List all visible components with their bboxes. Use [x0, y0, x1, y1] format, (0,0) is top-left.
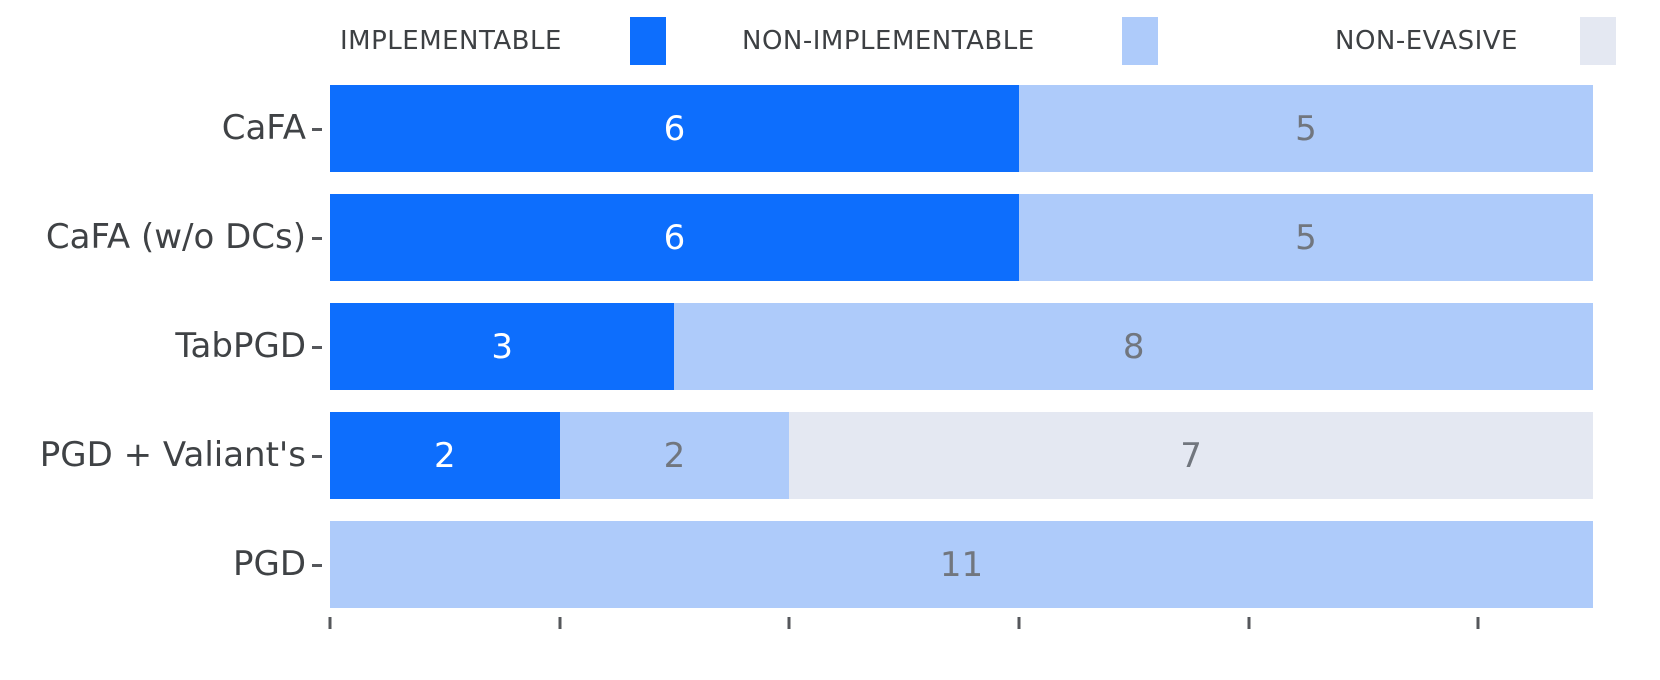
legend-swatch-non-evasive	[1580, 17, 1616, 65]
x-axis-tick	[1476, 617, 1480, 629]
bar-row: 2 2 7	[330, 412, 1593, 499]
bar-value-label: 2	[663, 435, 686, 476]
plot-area: 6 5 6 5 3 8 2 2 7 11	[330, 0, 1593, 680]
bar-segment: 6	[330, 85, 1019, 172]
x-axis-tick	[1247, 617, 1251, 629]
legend-item-implementable: IMPLEMENTABLE	[340, 16, 666, 66]
legend-item-non-evasive: NON-EVASIVE	[1335, 16, 1616, 66]
bar-segment: 5	[1018, 194, 1593, 281]
legend-swatch-implementable	[630, 17, 666, 65]
x-axis	[328, 617, 1593, 629]
bar-segment: 2	[330, 412, 560, 499]
bar-value-label: 5	[1295, 217, 1317, 258]
category-label: PGD + Valiant's	[39, 435, 306, 475]
bar-segment: 5	[1018, 85, 1593, 172]
legend-label-non-implementable: NON-IMPLEMENTABLE	[742, 26, 1035, 56]
y-axis-tick	[312, 455, 322, 458]
bar-value-label: 7	[1180, 435, 1202, 476]
x-axis-tick	[1017, 617, 1021, 629]
y-axis-tick	[312, 237, 322, 240]
x-axis-tick	[328, 617, 332, 629]
category-label: CaFA	[221, 108, 306, 148]
bar-value-label: 5	[1295, 108, 1317, 149]
bar-segment: 7	[789, 412, 1593, 499]
legend-label-non-evasive: NON-EVASIVE	[1335, 26, 1518, 56]
bar-value-label: 11	[939, 544, 984, 585]
bar-value-label: 8	[1122, 326, 1145, 367]
bar-segment: 8	[674, 303, 1593, 390]
bar-segment: 2	[559, 412, 790, 499]
bar-value-label: 3	[491, 326, 514, 367]
legend-swatch-non-implementable	[1122, 17, 1158, 65]
bar-segment: 6	[330, 194, 1019, 281]
category-label: CaFA (w/o DCs)	[45, 217, 306, 257]
legend-item-non-implementable: NON-IMPLEMENTABLE	[742, 16, 1158, 66]
bar-value-label: 6	[663, 108, 686, 149]
y-axis-tick	[312, 564, 322, 567]
y-axis-tick	[312, 346, 322, 349]
bar-value-label: 6	[663, 217, 686, 258]
bar-segment: 11	[330, 521, 1593, 608]
category-label: PGD	[232, 544, 306, 584]
category-label: TabPGD	[175, 326, 306, 366]
bar-segment: 3	[330, 303, 675, 390]
x-axis-tick	[787, 617, 791, 629]
bar-row: 11	[330, 521, 1593, 608]
y-axis-tick	[312, 128, 322, 131]
legend-label-implementable: IMPLEMENTABLE	[340, 26, 562, 56]
x-axis-tick	[558, 617, 562, 629]
bar-value-label: 2	[433, 435, 456, 476]
